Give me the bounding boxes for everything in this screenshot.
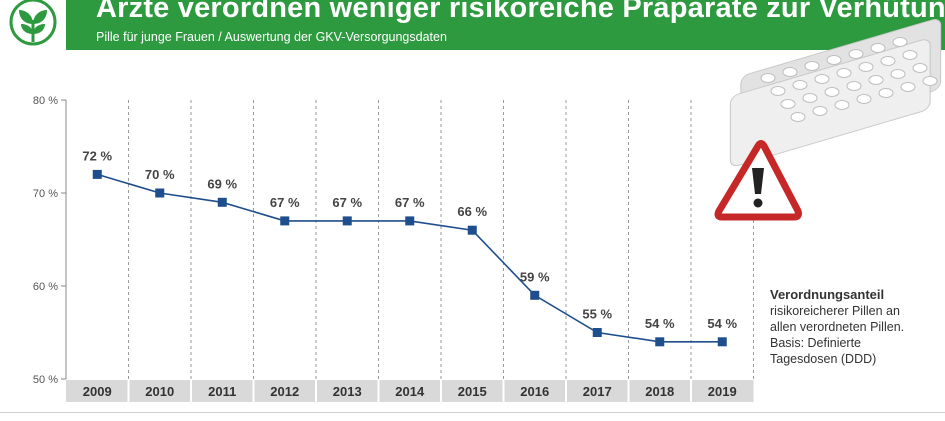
- pill: [790, 112, 806, 122]
- data-point: [92, 169, 102, 179]
- grid-lines: [128, 100, 754, 379]
- legend-note: Verordnungsanteil risikoreicherer Pillen…: [770, 287, 930, 367]
- pill: [770, 86, 786, 96]
- chart-title: Ärzte verordnen weniger risikoreiche Prä…: [96, 0, 945, 24]
- data-label: 59 %: [520, 269, 550, 284]
- data-label: 72 %: [82, 148, 112, 163]
- data-point: [217, 197, 227, 207]
- legend-note-body: risikoreicherer Pillen an allen verordne…: [770, 304, 905, 366]
- pill: [900, 82, 916, 92]
- chart-subtitle: Pille für junge Frauen / Auswertung der …: [96, 30, 447, 44]
- pill: [780, 99, 796, 109]
- data-point: [155, 188, 165, 198]
- x-tick-label: 2013: [333, 384, 362, 399]
- data-label: 67 %: [395, 195, 425, 210]
- data-label: 67 %: [270, 195, 300, 210]
- pill: [834, 100, 850, 110]
- pill: [880, 56, 896, 66]
- data-point: [717, 337, 727, 347]
- data-point: [592, 328, 602, 337]
- pill: [870, 43, 886, 53]
- data-label: 54 %: [707, 316, 737, 331]
- plant-logo-icon: [9, 0, 57, 46]
- x-tick-label: 2011: [208, 384, 236, 399]
- data-point: [280, 216, 290, 226]
- data-label: 67 %: [332, 195, 362, 210]
- x-tick-label: 2015: [458, 384, 487, 399]
- data-label: 70 %: [145, 167, 175, 182]
- x-axis: 2009 2010 2011 2012 2013 2014 2015 2016 2017 2018…: [66, 380, 754, 402]
- x-tick-label: 2018: [645, 384, 674, 399]
- x-tick-label: 2014: [395, 384, 425, 399]
- header-bar: Ärzte verordnen weniger risikoreiche Prä…: [0, 0, 945, 50]
- y-tick-label: 70 %: [33, 188, 58, 200]
- data-labels: 72 % 70 % 69 % 67 % 67 % 67 % 66 % 59 % 55 % 54 %…: [82, 148, 737, 330]
- pill: [802, 93, 818, 103]
- data-point: [467, 225, 477, 235]
- x-tick-label: 2019: [708, 384, 737, 399]
- pill: [892, 37, 908, 47]
- x-tick-label: 2012: [270, 384, 299, 399]
- pill: [922, 76, 938, 86]
- data-label: 66 %: [457, 204, 487, 219]
- data-point: [342, 216, 352, 226]
- pill: [826, 55, 842, 65]
- pill: [912, 63, 928, 73]
- pill: [804, 61, 820, 71]
- pill: [846, 81, 862, 91]
- pill: [760, 73, 776, 83]
- legend-note-title: Verordnungsanteil: [770, 287, 885, 302]
- data-label: 54 %: [645, 316, 675, 331]
- pill: [902, 50, 918, 60]
- pill: [792, 80, 808, 90]
- warning-triangle-icon: [714, 140, 802, 221]
- x-tick-label: 2016: [520, 384, 549, 399]
- pill: [812, 106, 828, 116]
- pill: [836, 68, 852, 78]
- pill: [858, 62, 874, 72]
- x-axis-band: [66, 380, 754, 402]
- pill: [814, 74, 830, 84]
- pill: [868, 75, 884, 85]
- data-point: [530, 290, 540, 300]
- data-point: [405, 216, 415, 226]
- y-tick-label: 50 %: [33, 374, 58, 386]
- pill: [878, 88, 894, 98]
- series-line: [92, 169, 727, 347]
- x-tick-label: 2010: [145, 384, 174, 399]
- pill: [856, 94, 872, 104]
- logo: [0, 0, 66, 50]
- pill: [848, 49, 864, 59]
- y-tick-label: 60 %: [33, 281, 58, 293]
- y-tick-label: 80 %: [33, 95, 58, 107]
- pill-blister-pack-icon: [729, 19, 942, 167]
- data-label: 69 %: [207, 176, 237, 191]
- x-tick-label: 2017: [583, 384, 612, 399]
- x-tick-label: 2009: [83, 384, 112, 399]
- pill: [890, 69, 906, 79]
- data-point: [655, 337, 665, 347]
- pill: [782, 67, 798, 77]
- data-label: 55 %: [582, 307, 612, 322]
- y-axis: 50 % 60 % 70 % 80 %: [33, 95, 67, 386]
- pill: [824, 87, 840, 97]
- bottom-divider: [0, 412, 945, 413]
